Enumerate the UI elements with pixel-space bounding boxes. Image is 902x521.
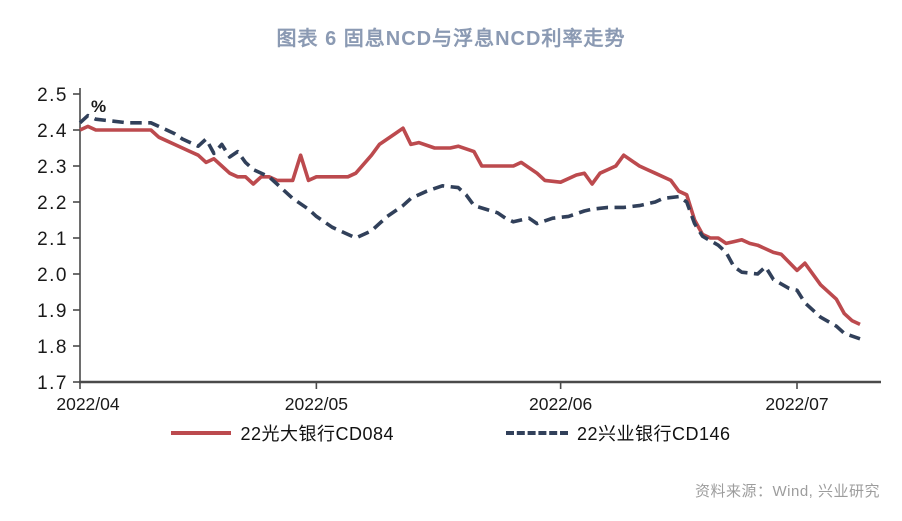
chart-title: 图表 6 固息NCD与浮息NCD利率走势: [276, 28, 626, 50]
y-axis-unit-label: %: [91, 97, 107, 116]
y-tick-label: 1.7: [37, 373, 68, 394]
legend-solid-line-swatch: [171, 431, 232, 435]
legend-item-solid-series: 22光大银行CD084: [171, 420, 394, 446]
chart-legend: 22光大银行CD084 22兴业银行CD146: [0, 420, 902, 446]
x-tick-label: 2022/07: [765, 394, 828, 414]
series-line-solid: [79, 124, 861, 327]
data-source-note: 资料来源：Wind, 兴业研究: [694, 483, 880, 500]
y-tick-label: 2.4: [37, 121, 68, 142]
legend-item-dashed-series: 22兴业银行CD146: [506, 420, 731, 446]
legend-label-dashed-series: 22兴业银行CD146: [577, 424, 731, 444]
y-tick-label: 2.0: [37, 265, 68, 286]
x-tick-label: 2022/05: [285, 394, 348, 414]
x-tick-label: 2022/04: [56, 394, 120, 414]
series-line-dashed: [78, 113, 861, 341]
x-tick-label: 2022/06: [529, 394, 592, 414]
legend-label-solid-series: 22光大银行CD084: [240, 424, 394, 444]
y-tick-label: 1.8: [37, 337, 68, 358]
y-tick-label: 2.2: [37, 193, 68, 214]
y-tick-label: 1.9: [37, 301, 68, 322]
y-tick-label: 2.1: [37, 229, 68, 250]
y-tick-label: 2.3: [37, 157, 68, 178]
y-tick-label: 2.5: [37, 85, 68, 106]
legend-dashed-line-swatch: [506, 431, 568, 435]
